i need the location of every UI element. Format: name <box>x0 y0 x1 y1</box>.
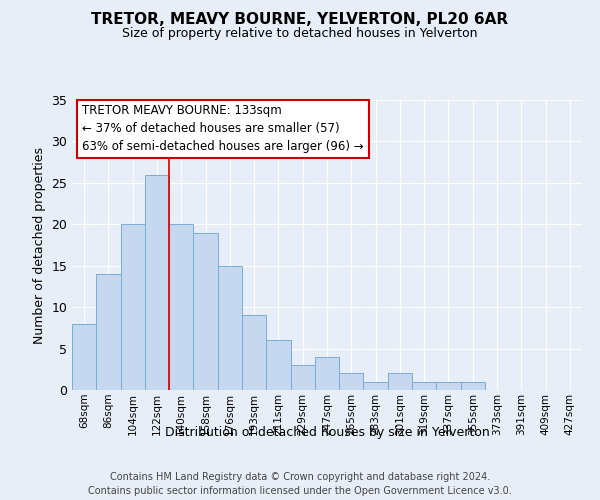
Bar <box>461 382 485 390</box>
Bar <box>364 382 388 390</box>
Bar <box>266 340 290 390</box>
Bar <box>121 224 145 390</box>
Y-axis label: Number of detached properties: Number of detached properties <box>33 146 46 344</box>
Text: Distribution of detached houses by size in Yelverton: Distribution of detached houses by size … <box>164 426 490 439</box>
Bar <box>242 316 266 390</box>
Bar <box>193 232 218 390</box>
Bar <box>145 174 169 390</box>
Bar <box>436 382 461 390</box>
Bar <box>290 365 315 390</box>
Bar <box>388 374 412 390</box>
Bar <box>315 357 339 390</box>
Bar <box>72 324 96 390</box>
Bar <box>169 224 193 390</box>
Bar <box>218 266 242 390</box>
Text: Contains HM Land Registry data © Crown copyright and database right 2024.
Contai: Contains HM Land Registry data © Crown c… <box>88 472 512 496</box>
Bar <box>412 382 436 390</box>
Text: Size of property relative to detached houses in Yelverton: Size of property relative to detached ho… <box>122 28 478 40</box>
Text: TRETOR, MEAVY BOURNE, YELVERTON, PL20 6AR: TRETOR, MEAVY BOURNE, YELVERTON, PL20 6A… <box>91 12 509 28</box>
Bar <box>96 274 121 390</box>
Bar <box>339 374 364 390</box>
Text: TRETOR MEAVY BOURNE: 133sqm
← 37% of detached houses are smaller (57)
63% of sem: TRETOR MEAVY BOURNE: 133sqm ← 37% of det… <box>82 104 364 154</box>
